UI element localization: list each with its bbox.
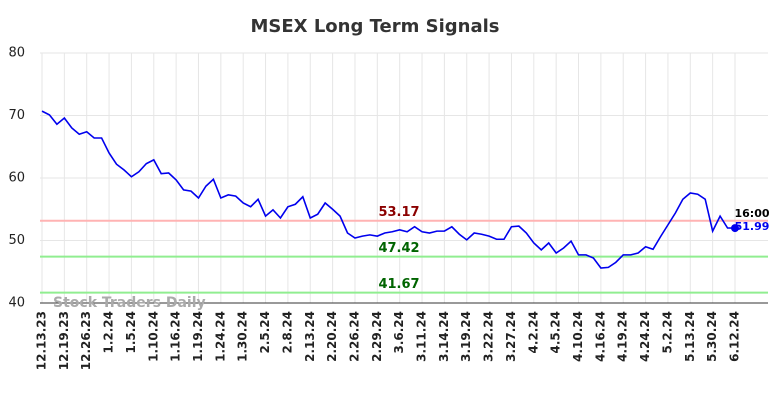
y-tick-label: 70 xyxy=(8,108,25,123)
x-tick-label: 4.19.24 xyxy=(616,311,630,362)
watermark: Stock Traders Daily xyxy=(53,295,206,311)
x-tick-label: 2.20.24 xyxy=(325,311,339,362)
x-tick-label: 6.12.24 xyxy=(728,311,742,362)
chart-title: MSEX Long Term Signals xyxy=(251,16,500,37)
x-tick-label: 2.8.24 xyxy=(280,311,294,354)
x-tick-label: 4.2.24 xyxy=(526,311,540,354)
x-tick-label: 2.29.24 xyxy=(370,311,384,362)
x-tick-label: 1.16.24 xyxy=(169,311,183,362)
x-tick-label: 4.24.24 xyxy=(638,311,652,362)
y-tick-label: 50 xyxy=(8,233,25,248)
x-tick-label: 2.13.24 xyxy=(303,311,317,362)
x-tick-label: 5.30.24 xyxy=(705,311,719,362)
last-time: 16:00 xyxy=(734,207,769,220)
x-tick-label: 1.19.24 xyxy=(191,311,205,362)
reference-label: 41.67 xyxy=(378,277,419,292)
x-tick-label: 1.10.24 xyxy=(146,311,160,362)
x-tick-label: 12.13.23 xyxy=(35,311,49,370)
x-tick-label: 1.2.24 xyxy=(102,311,116,354)
x-tick-label: 4.10.24 xyxy=(571,311,585,362)
x-tick-label: 3.6.24 xyxy=(392,311,406,354)
y-tick-label: 80 xyxy=(8,46,25,61)
x-tick-label: 1.5.24 xyxy=(124,311,138,354)
x-tick-label: 2.5.24 xyxy=(258,311,272,354)
reference-label: 53.17 xyxy=(378,205,419,220)
x-tick-label: 3.19.24 xyxy=(459,311,473,362)
x-tick-label: 5.13.24 xyxy=(683,311,697,362)
x-tick-label: 3.27.24 xyxy=(504,311,518,362)
x-tick-label: 2.26.24 xyxy=(347,311,361,362)
last-point xyxy=(731,224,739,233)
price-line xyxy=(41,110,736,269)
x-tick-label: 3.22.24 xyxy=(482,311,496,362)
x-tick-label: 12.19.23 xyxy=(57,311,71,370)
y-tick-label: 60 xyxy=(8,171,25,186)
x-tick-label: 4.16.24 xyxy=(593,311,607,362)
last-value: 51.99 xyxy=(735,220,770,233)
x-tick-label: 3.11.24 xyxy=(415,311,429,362)
x-tick-label: 1.30.24 xyxy=(236,311,250,362)
x-tick-label: 1.24.24 xyxy=(213,311,227,362)
x-tick-label: 12.26.23 xyxy=(79,311,93,370)
x-tick-label: 3.14.24 xyxy=(437,311,451,362)
x-tick-label: 5.2.24 xyxy=(660,311,674,354)
x-tick-label: 4.5.24 xyxy=(549,311,563,354)
y-tick-label: 40 xyxy=(8,296,25,311)
reference-label: 47.42 xyxy=(378,241,419,256)
